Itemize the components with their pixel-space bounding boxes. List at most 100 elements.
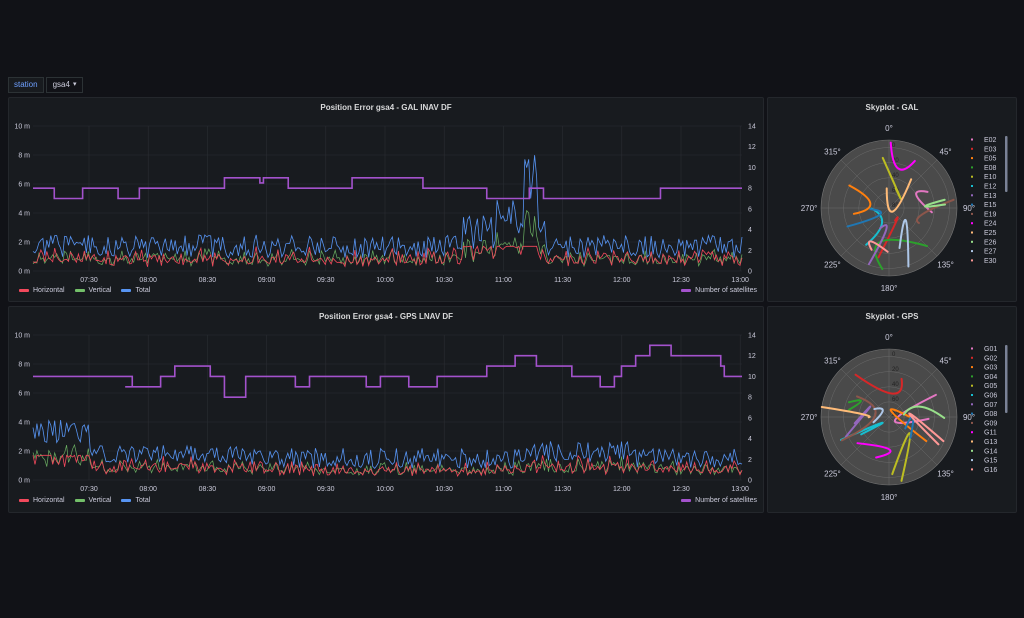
- satellite-track: [923, 198, 947, 208]
- series-satellites: [33, 344, 742, 398]
- x-tick-label: 08:30: [199, 277, 217, 284]
- legend: Horizontal Vertical Total: [19, 497, 156, 504]
- sat-legend-marker: [971, 384, 973, 387]
- elevation-label: 60: [892, 188, 899, 194]
- series-vertical: [32, 209, 743, 268]
- sat-legend-label: G08: [984, 411, 997, 418]
- timeseries-chart: 10 m 8 m 6 m 4 m 2 m 0 m 14 12 10 8 6 4 2 0 07:30 08:00…: [14, 124, 756, 285]
- y2-tick-label: 4: [748, 436, 752, 443]
- elevation-label: 60: [892, 397, 899, 403]
- direction-label: 315°: [824, 147, 841, 156]
- station-variable-label: station: [8, 77, 44, 93]
- satellite-track: [915, 190, 933, 214]
- satellite-track: [867, 240, 889, 253]
- y-tick-label: 0 m: [18, 269, 30, 276]
- sat-legend-marker: [971, 431, 973, 434]
- panel-title: Position Error gsa4 - GAL INAV DF: [320, 103, 452, 112]
- y-tick-label: 4 m: [18, 420, 30, 427]
- satellite-track: [916, 198, 955, 225]
- sat-legend-marker: [971, 212, 973, 215]
- sat-legend-label: G01: [984, 346, 997, 353]
- satellite-track: [908, 412, 945, 446]
- legend-satellites[interactable]: Number of satellites: [681, 287, 757, 294]
- x-tick-label: 12:00: [613, 277, 631, 284]
- x-tick-label: 10:00: [376, 277, 394, 284]
- y-tick-label: 2 m: [18, 240, 30, 247]
- direction-label: 270°: [801, 204, 818, 213]
- sat-legend-marker: [971, 185, 973, 187]
- sat-legend-label: G05: [984, 383, 997, 390]
- y2-tick-label: 2: [748, 248, 752, 255]
- elevation-label: 0: [892, 143, 896, 149]
- legend-horizontal[interactable]: Horizontal: [19, 497, 65, 504]
- sat-legend-label: G07: [984, 402, 997, 409]
- legend-total[interactable]: Total: [121, 497, 150, 504]
- direction-label: 45°: [940, 147, 952, 156]
- satellite-track: [877, 216, 899, 259]
- sat-legend-marker: [971, 259, 973, 262]
- direction-label: 135°: [937, 470, 954, 479]
- direction-label: 0°: [885, 333, 893, 342]
- sat-legend-marker: [971, 250, 973, 253]
- direction-label: 90°: [963, 413, 975, 422]
- satellite-track: [844, 405, 872, 438]
- satellite-track: [881, 156, 902, 200]
- x-tick-label: 09:00: [258, 486, 276, 493]
- legend-vertical[interactable]: Vertical: [74, 497, 111, 504]
- y-tick-label: 0 m: [18, 478, 30, 485]
- sat-legend-label: E02: [984, 137, 997, 144]
- sat-legend-marker: [971, 231, 973, 234]
- y2-tick-label: 10: [748, 165, 756, 172]
- skyplot-gps-panel[interactable]: Skyplot - GPS 0° 45° 90° 135° 180° 225° 270° 31…: [767, 306, 1017, 513]
- sat-legend-marker: [971, 421, 973, 424]
- satellite-track: [885, 178, 913, 213]
- sat-legend-label: G06: [984, 393, 997, 400]
- elevation-label: 20: [892, 158, 899, 164]
- y2-tick-label: 12: [748, 144, 756, 151]
- legend-satellites[interactable]: Number of satellites: [681, 497, 757, 504]
- skyplot-chart: 0°45°90°135°180°225°270°315°020406080G01…: [801, 333, 1008, 502]
- x-tick-label: 09:00: [258, 277, 276, 284]
- y-tick-label: 2 m: [18, 449, 30, 456]
- sat-legend-marker: [971, 147, 973, 150]
- sat-legend-label: E30: [984, 258, 997, 265]
- legend-total[interactable]: Total: [121, 287, 150, 294]
- satellite-track: [820, 406, 871, 419]
- position-error-gal-panel[interactable]: Position Error gsa4 - GAL INAV DF 10 m 8 …: [8, 97, 764, 302]
- elevation-label: 20: [892, 367, 899, 373]
- y2-tick-label: 8: [748, 395, 752, 402]
- x-tick-label: 11:30: [554, 277, 571, 284]
- sat-legend-label: G15: [984, 458, 997, 465]
- legend-horizontal[interactable]: Horizontal: [19, 287, 65, 294]
- satellite-track: [898, 218, 910, 268]
- sat-legend-label: G03: [984, 365, 997, 372]
- elevation-label: 0: [892, 352, 896, 358]
- satellite-track: [889, 408, 928, 443]
- y-tick-label: 10 m: [14, 124, 30, 131]
- sat-legend-label: G14: [984, 448, 997, 455]
- satellite-track: [902, 405, 946, 419]
- series-horizontal: [32, 245, 743, 268]
- x-tick-label: 08:00: [139, 277, 157, 284]
- sat-legend-marker: [971, 440, 973, 443]
- legend-vertical[interactable]: Vertical: [74, 287, 111, 294]
- panel-title: Skyplot - GAL: [865, 103, 919, 112]
- sat-legend-label: G16: [984, 467, 997, 474]
- sat-legend-label: E03: [984, 146, 997, 153]
- y-tick-label: 10 m: [14, 333, 30, 340]
- legend: Horizontal Vertical Total: [19, 287, 156, 294]
- sat-legend-marker: [971, 175, 973, 178]
- satellite-track: [891, 432, 912, 482]
- sat-legend-label: G11: [984, 430, 997, 437]
- y2-tick-label: 0: [748, 269, 752, 276]
- sat-legend-marker: [971, 166, 973, 169]
- sat-legend-marker: [971, 394, 973, 396]
- position-error-gps-panel[interactable]: Position Error gsa4 - GPS LNAV DF 10 m 8 …: [8, 306, 764, 513]
- series-satellites: [33, 176, 742, 200]
- skyplot-gal-panel[interactable]: Skyplot - GAL 0° 45° 90° 135° 180° 225° 270° 31…: [767, 97, 1017, 302]
- direction-label: 180°: [881, 493, 898, 502]
- direction-label: 315°: [824, 356, 841, 365]
- y2-tick-label: 14: [748, 333, 756, 340]
- station-variable-select[interactable]: gsa4 ▾: [45, 77, 84, 93]
- y2-tick-label: 10: [748, 374, 756, 381]
